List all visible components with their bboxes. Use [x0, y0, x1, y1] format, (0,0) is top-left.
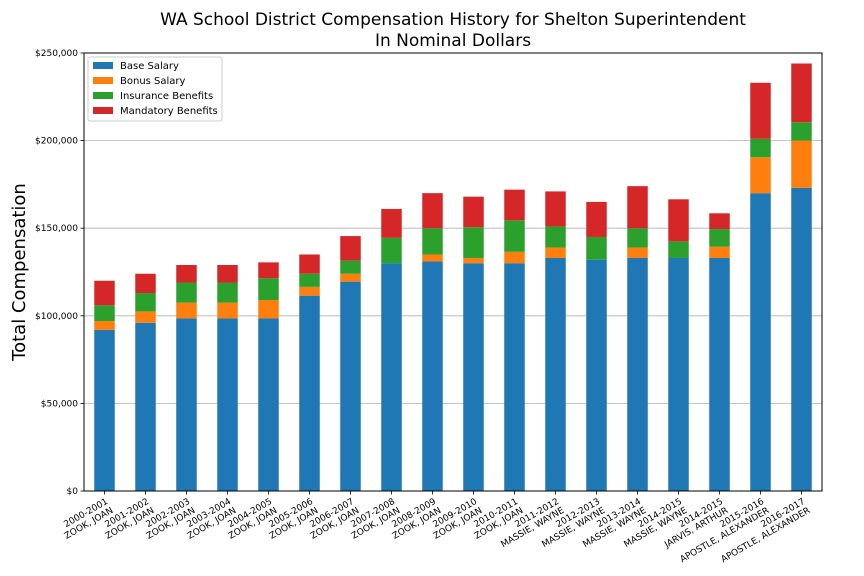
bar-segment: [217, 282, 238, 303]
y-tick-label: $0: [67, 487, 79, 497]
bar-segment: [545, 191, 566, 227]
bar-segment: [504, 263, 525, 491]
bar-segment: [504, 251, 525, 264]
legend-swatch: [93, 77, 113, 84]
bar-segment: [709, 213, 730, 230]
bar-segment: [217, 302, 238, 319]
bar-segment: [750, 157, 771, 194]
bar-segment: [668, 241, 689, 258]
bar-segment: [709, 229, 730, 247]
bar-segment: [340, 273, 361, 282]
bar-segment: [258, 300, 279, 319]
bar-segment: [135, 322, 156, 491]
bar-segment: [258, 278, 279, 301]
bar-segment: [299, 286, 320, 296]
bar-segment: [668, 257, 689, 491]
bar-segment: [586, 236, 607, 260]
bar-segment: [299, 273, 320, 287]
bar-segment: [545, 247, 566, 258]
bar-segment: [791, 140, 812, 188]
bar-segment: [504, 220, 525, 252]
bar-segment: [340, 260, 361, 274]
y-tick-label: $250,000: [35, 49, 78, 59]
legend-swatch: [93, 92, 113, 99]
legend-label: Mandatory Benefits: [120, 106, 218, 117]
bar-segment: [135, 293, 156, 312]
bar-segment: [545, 257, 566, 491]
bars: [94, 63, 812, 492]
bar-segment: [586, 201, 607, 237]
y-tick-label: $150,000: [35, 224, 78, 234]
bar-segment: [217, 318, 238, 491]
bar-segment: [299, 295, 320, 491]
bar-segment: [135, 273, 156, 294]
bar-segment: [627, 247, 648, 258]
bar-segment: [135, 311, 156, 323]
bar-segment: [709, 257, 730, 491]
bar-segment: [463, 263, 484, 491]
bar-segment: [217, 264, 238, 283]
bar-segment: [258, 262, 279, 279]
legend-swatch: [93, 62, 113, 69]
bar-segment: [463, 227, 484, 258]
bar-segment: [422, 254, 443, 262]
bar-segment: [176, 302, 197, 319]
bar-segment: [791, 63, 812, 123]
bar-segment: [258, 318, 279, 491]
bar-segment: [791, 187, 812, 492]
bar-segment: [791, 122, 812, 141]
bar-segment: [422, 228, 443, 255]
bar-segment: [627, 228, 648, 248]
y-tick-label: $100,000: [35, 312, 78, 322]
bar-segment: [381, 263, 402, 491]
y-axis-ticks: $0 $50,000 $100,000 $150,000 $200,000 $250,00…: [35, 49, 84, 497]
legend: Base Salary Bonus Salary Insurance Benefit…: [87, 56, 223, 122]
y-axis-label: Total Compensation: [9, 183, 30, 362]
bar-segment: [504, 189, 525, 221]
bar-segment: [340, 281, 361, 491]
bar-segment: [176, 318, 197, 491]
legend-label: Base Salary: [120, 61, 179, 72]
bar-segment: [94, 321, 115, 330]
bar-segment: [545, 226, 566, 248]
bar-segment: [299, 254, 320, 274]
bar-segment: [586, 259, 607, 491]
chart-title: WA School District Compensation History …: [160, 10, 746, 30]
legend-label: Insurance Benefits: [120, 91, 213, 102]
bar-segment: [422, 193, 443, 229]
bar-segment: [340, 236, 361, 261]
y-tick-label: $50,000: [41, 399, 78, 409]
bar-segment: [750, 193, 771, 491]
bar-segment: [422, 261, 443, 491]
legend-box: [87, 56, 223, 122]
bar-segment: [750, 82, 771, 139]
bar-segment: [709, 246, 730, 258]
bar-segment: [668, 199, 689, 242]
bar-segment: [94, 329, 115, 491]
bar-segment: [176, 282, 197, 303]
bar-segment: [463, 196, 484, 228]
plot-frame: [83, 52, 823, 492]
bar-segment: [627, 186, 648, 229]
bar-segment: [94, 305, 115, 322]
y-tick-label: $200,000: [35, 137, 78, 147]
bar-segment: [750, 138, 771, 158]
bar-segment: [176, 264, 197, 283]
bar-segment: [463, 257, 484, 264]
bar-segment: [627, 257, 648, 491]
bar-segment: [94, 280, 115, 306]
bar-segment: [381, 237, 402, 264]
chart-subtitle: In Nominal Dollars: [375, 31, 531, 51]
legend-swatch: [93, 107, 113, 114]
legend-label: Bonus Salary: [120, 76, 186, 87]
bar-segment: [381, 208, 402, 238]
